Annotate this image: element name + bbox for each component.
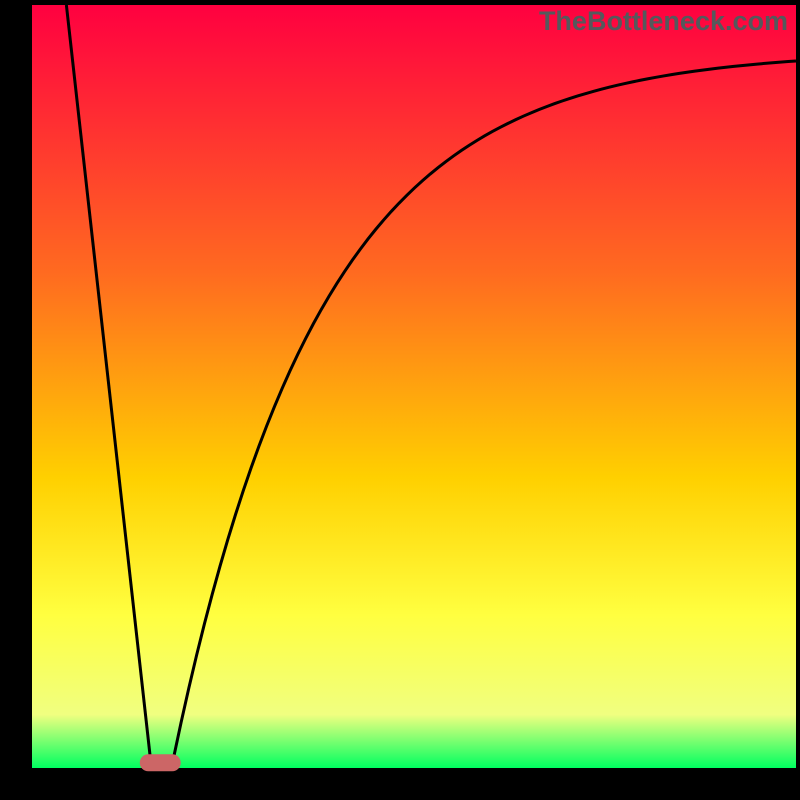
gradient-background — [32, 5, 796, 768]
minimum-marker — [140, 754, 180, 772]
watermark-text: TheBottleneck.com — [539, 6, 788, 37]
plot-area — [32, 5, 796, 768]
chart-container: TheBottleneck.com — [0, 0, 800, 800]
